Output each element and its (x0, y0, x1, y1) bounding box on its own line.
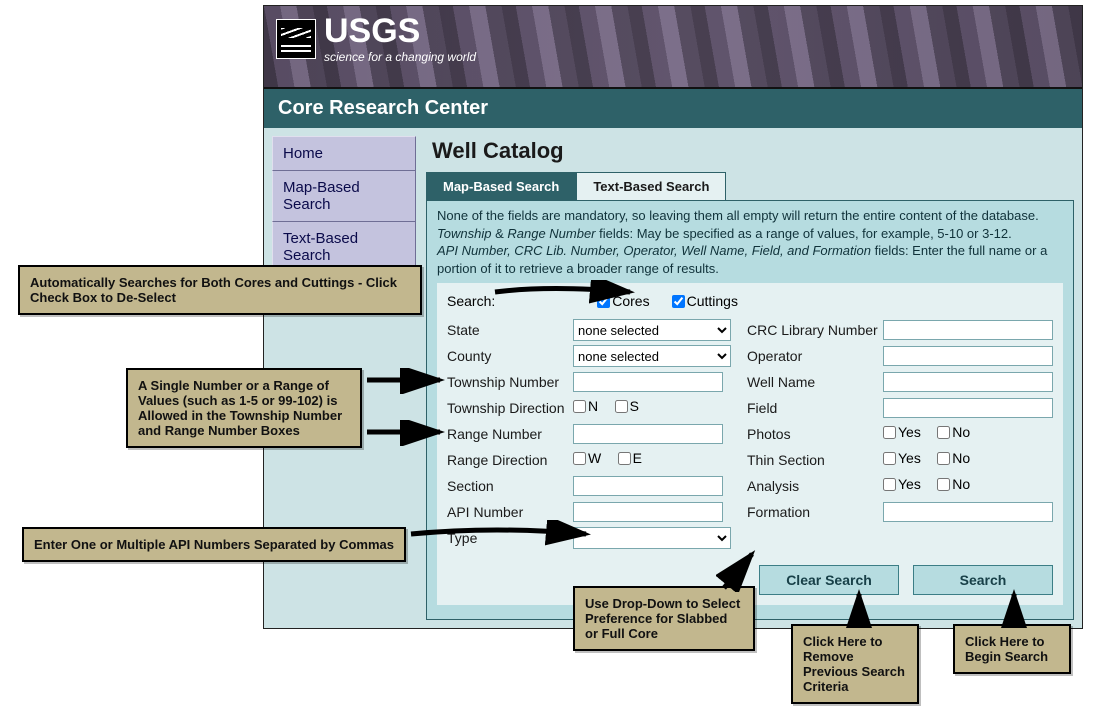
tab-text-based[interactable]: Text-Based Search (576, 172, 726, 200)
callout-auto-search: Automatically Searches for Both Cores an… (18, 265, 422, 315)
cuttings-label: Cuttings (687, 293, 738, 309)
township-n-checkbox[interactable] (573, 400, 586, 413)
state-label: State (447, 322, 573, 338)
type-label: Type (447, 530, 573, 546)
sidebar-item-map-search[interactable]: Map-Based Search (272, 171, 416, 222)
page-title: Well Catalog (432, 138, 1074, 164)
well-name-label: Well Name (747, 374, 883, 390)
callout-type: Use Drop-Down to Select Preference for S… (573, 586, 755, 651)
usgs-logo-icon (276, 19, 316, 59)
township-n-wrap[interactable]: N (573, 398, 598, 414)
field-label: Field (747, 400, 883, 416)
photos-no-wrap[interactable]: No (937, 424, 970, 440)
form-area: Search: Cores Cuttings (437, 283, 1063, 605)
formation-input[interactable] (883, 502, 1053, 522)
analysis-yes-wrap[interactable]: Yes (883, 476, 921, 492)
callout-clear: Click Here to Remove Previous Search Cri… (791, 624, 919, 704)
instructions-line1: None of the fields are mandatory, so lea… (437, 208, 1039, 223)
instructions-fields: API Number, CRC Lib. Number, Operator, W… (437, 243, 871, 258)
logo-tagline: science for a changing world (324, 50, 476, 64)
range-direction-label: Range Direction (447, 452, 573, 468)
thin-no-checkbox[interactable] (937, 452, 950, 465)
thin-no-wrap[interactable]: No (937, 450, 970, 466)
photos-label: Photos (747, 426, 883, 442)
range-w-wrap[interactable]: W (573, 450, 601, 466)
tab-map-based[interactable]: Map-Based Search (426, 172, 576, 200)
range-e-checkbox[interactable] (618, 452, 631, 465)
township-s-wrap[interactable]: S (615, 398, 639, 414)
form-left-column: State none selected County none selected… (447, 319, 731, 553)
thin-section-label: Thin Section (747, 452, 883, 468)
thin-yes-wrap[interactable]: Yes (883, 450, 921, 466)
crc-lib-input[interactable] (883, 320, 1053, 340)
cores-checkbox[interactable] (597, 295, 610, 308)
api-number-input[interactable] (573, 502, 723, 522)
instructions: None of the fields are mandatory, so lea… (437, 207, 1063, 277)
photos-yes-checkbox[interactable] (883, 426, 896, 439)
callout-range-values: A Single Number or a Range of Values (su… (126, 368, 362, 448)
state-select[interactable]: none selected (573, 319, 731, 341)
township-number-input[interactable] (573, 372, 723, 392)
range-number-input[interactable] (573, 424, 723, 444)
analysis-no-wrap[interactable]: No (937, 476, 970, 492)
operator-label: Operator (747, 348, 883, 364)
thin-yes-checkbox[interactable] (883, 452, 896, 465)
search-label: Search: (447, 293, 495, 309)
field-input[interactable] (883, 398, 1053, 418)
analysis-no-checkbox[interactable] (937, 478, 950, 491)
operator-input[interactable] (883, 346, 1053, 366)
search-type-row: Search: Cores Cuttings (447, 293, 1053, 309)
main-content: Well Catalog Map-Based Search Text-Based… (426, 136, 1074, 620)
form-right-column: CRC Library Number Operator Well Name (747, 319, 1053, 553)
logo-title: USGS (324, 14, 476, 48)
usgs-logo: USGS science for a changing world (276, 14, 476, 64)
range-w-checkbox[interactable] (573, 452, 586, 465)
sidebar-item-home[interactable]: Home (272, 136, 416, 171)
section-label: Section (447, 478, 573, 494)
form-columns: State none selected County none selected… (447, 319, 1053, 553)
search-panel: None of the fields are mandatory, so lea… (426, 200, 1074, 620)
header-banner: USGS science for a changing world (264, 6, 1082, 89)
photos-no-checkbox[interactable] (937, 426, 950, 439)
callout-begin: Click Here to Begin Search (953, 624, 1071, 674)
range-number-label: Range Number (447, 426, 573, 442)
callout-api: Enter One or Multiple API Numbers Separa… (22, 527, 406, 562)
api-number-label: API Number (447, 504, 573, 520)
cores-label: Cores (612, 293, 649, 309)
type-select[interactable] (573, 527, 731, 549)
county-select[interactable]: none selected (573, 345, 731, 367)
instructions-township: Township (437, 226, 491, 241)
photos-yes-wrap[interactable]: Yes (883, 424, 921, 440)
instructions-range: Range Number (507, 226, 595, 241)
township-direction-label: Township Direction (447, 400, 573, 416)
cores-checkbox-wrap[interactable]: Cores (597, 293, 649, 309)
tabs: Map-Based Search Text-Based Search (426, 172, 1074, 200)
county-label: County (447, 348, 573, 364)
search-button[interactable]: Search (913, 565, 1053, 595)
crc-lib-label: CRC Library Number (747, 322, 883, 338)
well-name-input[interactable] (883, 372, 1053, 392)
section-input[interactable] (573, 476, 723, 496)
formation-label: Formation (747, 504, 883, 520)
cuttings-checkbox[interactable] (672, 295, 685, 308)
usgs-logo-text: USGS science for a changing world (324, 14, 476, 64)
analysis-yes-checkbox[interactable] (883, 478, 896, 491)
site-title: Core Research Center (264, 89, 1082, 128)
cuttings-checkbox-wrap[interactable]: Cuttings (672, 293, 738, 309)
clear-search-button[interactable]: Clear Search (759, 565, 899, 595)
township-s-checkbox[interactable] (615, 400, 628, 413)
township-number-label: Township Number (447, 374, 573, 390)
analysis-label: Analysis (747, 478, 883, 494)
range-e-wrap[interactable]: E (618, 450, 642, 466)
instructions-line2rest: fields: May be specified as a range of v… (596, 226, 1012, 241)
